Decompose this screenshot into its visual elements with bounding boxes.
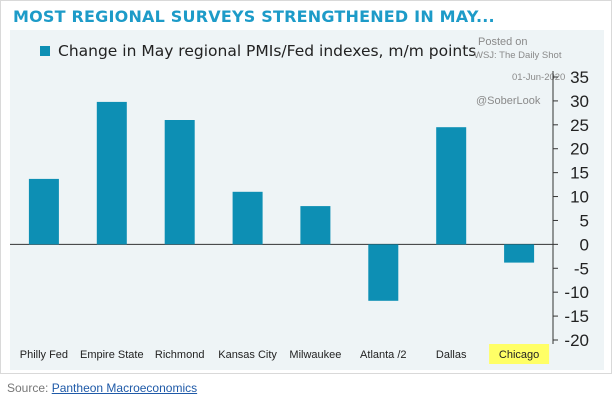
y-tick-label: 5 — [580, 211, 589, 230]
x-tick-label: Chicago — [499, 349, 539, 361]
x-tick-label: Milwaukee — [289, 349, 341, 361]
x-tick-label: Kansas City — [218, 349, 277, 361]
y-tick-label: -20 — [564, 331, 589, 350]
bar-milwaukee — [300, 206, 331, 245]
x-tick-label: Atlanta /2 — [360, 349, 406, 361]
source-note: Source: Pantheon Macroeconomics — [7, 381, 197, 395]
legend: Change in May regional PMIs/Fed indexes,… — [40, 42, 476, 60]
y-tick-label: 30 — [570, 92, 589, 111]
y-tick-label: 0 — [580, 235, 589, 254]
bar-philly-fed — [28, 178, 59, 245]
bar-chart: -20 -15 -10 -5 0 5 10 15 20 25 30 35 Philly Fed Empir… — [10, 68, 589, 364]
y-tick-label: -5 — [574, 259, 589, 278]
bar-chicago — [504, 244, 535, 263]
bar-empire-state — [96, 101, 127, 245]
bar-kansas-city — [232, 191, 263, 245]
watermark-posted: Posted on — [478, 36, 528, 48]
bar-atlanta-2 — [368, 244, 399, 301]
y-tick-label: 25 — [570, 116, 589, 135]
y-tick-label: 35 — [570, 68, 589, 87]
x-tick-label: Empire State — [80, 349, 144, 361]
highlight-box — [489, 344, 550, 364]
watermark-source: WSJ: The Daily Shot — [474, 50, 562, 61]
x-tick-label: Richmond — [155, 349, 205, 361]
legend-swatch — [40, 46, 50, 56]
legend-label: Change in May regional PMIs/Fed indexes,… — [58, 42, 477, 60]
watermark-date: 01-Jun-2020 — [512, 72, 566, 83]
chart-title: MOST REGIONAL SURVEYS STRENGTHENED IN MA… — [13, 7, 495, 26]
x-tick-label: Philly Fed — [20, 349, 68, 361]
bar-richmond — [164, 120, 195, 245]
y-tick-label: 15 — [570, 164, 589, 183]
x-tick-label: Dallas — [436, 349, 467, 361]
source-prefix: Source: — [7, 381, 52, 395]
watermark-handle: @SoberLook — [476, 95, 541, 107]
bar-dallas — [436, 127, 467, 245]
y-tick-label: -15 — [564, 307, 589, 326]
y-tick-label: 20 — [570, 140, 589, 159]
source-link[interactable]: Pantheon Macroeconomics — [51, 381, 198, 395]
y-tick-label: -10 — [564, 283, 589, 302]
y-tick-label: 10 — [570, 188, 589, 207]
